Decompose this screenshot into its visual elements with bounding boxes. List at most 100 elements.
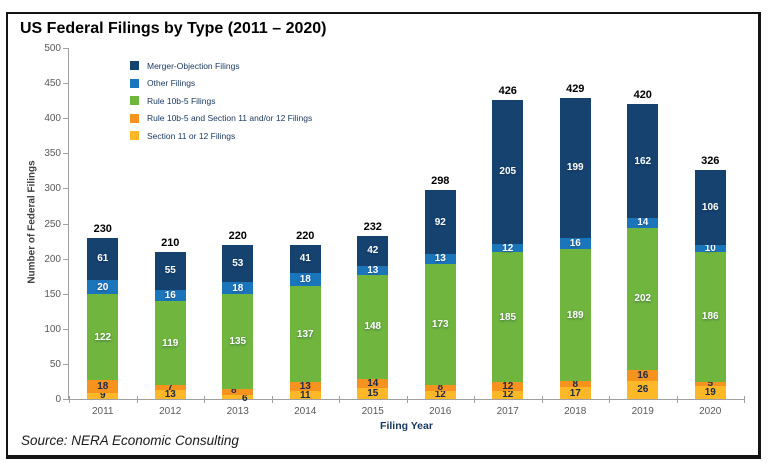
bar-segment bbox=[492, 99, 524, 244]
x-tick bbox=[69, 396, 70, 403]
x-tick bbox=[744, 396, 745, 403]
segment-value-label: 205 bbox=[499, 166, 517, 178]
x-tick bbox=[406, 396, 408, 403]
segment-value-label: 162 bbox=[634, 155, 652, 167]
legend-item: Rule 10b-5 and Section 11 and/or 12 Fili… bbox=[130, 110, 312, 128]
legend-swatch bbox=[130, 78, 139, 88]
legend: Merger-Objection Filings Other Filings Rul… bbox=[130, 57, 312, 145]
bar-total-label: 326 bbox=[701, 155, 720, 168]
bar-segment bbox=[87, 280, 119, 295]
bar-segment bbox=[154, 290, 186, 302]
legend-label: Other Filings bbox=[147, 78, 196, 89]
segment-value-label: 12 bbox=[502, 242, 514, 254]
x-category-label: 2011 bbox=[91, 406, 114, 417]
y-tick-label: 450 bbox=[44, 78, 61, 90]
segment-value-label: 11 bbox=[299, 389, 311, 401]
segment-value-label: 8 bbox=[437, 382, 444, 394]
segment-value-label: 119 bbox=[162, 337, 179, 349]
segment-value-label: 122 bbox=[94, 331, 112, 343]
legend-item: Other Filings bbox=[130, 75, 312, 93]
bar-segment bbox=[559, 237, 591, 249]
bar-segment bbox=[627, 369, 659, 381]
bar-segment bbox=[357, 265, 389, 275]
y-tick-label: 100 bbox=[44, 323, 61, 335]
legend-swatch bbox=[130, 96, 139, 106]
bar-segment bbox=[694, 170, 726, 245]
bar-segment bbox=[289, 391, 321, 399]
x-category-label: 2018 bbox=[564, 406, 587, 417]
x-tick bbox=[676, 396, 678, 403]
bar-segment bbox=[154, 389, 186, 399]
segment-value-label: 106 bbox=[701, 201, 719, 213]
bar-segment bbox=[694, 385, 726, 399]
legend-label: Merger-Objection Filings bbox=[147, 60, 240, 71]
bar-segment bbox=[222, 281, 254, 295]
segment-value-label: 92 bbox=[434, 216, 446, 228]
x-category-label: 2015 bbox=[361, 406, 384, 417]
segment-value-label: 18 bbox=[97, 380, 109, 392]
chart-title: US Federal Filings by Type (2011 – 2020) bbox=[20, 20, 327, 37]
y-tick bbox=[63, 83, 68, 85]
legend-item: Merger-Objection Filings bbox=[130, 57, 312, 75]
x-tick bbox=[541, 396, 543, 403]
segment-value-label: 135 bbox=[229, 336, 247, 348]
bar-segment bbox=[424, 254, 456, 264]
segment-value-label: 16 bbox=[569, 237, 581, 249]
bar-total-label: 426 bbox=[498, 84, 517, 97]
legend-label: Section 11 or 12 Filings bbox=[147, 130, 236, 141]
segment-value-label: 16 bbox=[637, 369, 649, 381]
segment-value-label: 20 bbox=[97, 281, 109, 293]
bar-segment bbox=[289, 244, 321, 274]
segment-value-label: 10 bbox=[704, 242, 716, 254]
bar-segment bbox=[424, 384, 456, 391]
source-note: Source: NERA Economic Consulting bbox=[21, 433, 239, 448]
bar-segment bbox=[559, 381, 591, 388]
segment-value-label: 173 bbox=[431, 318, 449, 330]
segment-value-label: 9 bbox=[99, 390, 106, 402]
bar-total-label: 220 bbox=[296, 229, 315, 242]
x-tick bbox=[136, 396, 138, 403]
segment-value-label: 5 bbox=[707, 378, 714, 390]
bar-segment bbox=[357, 274, 389, 379]
bar-segment bbox=[289, 382, 321, 392]
y-tick bbox=[63, 153, 68, 155]
bar-segment bbox=[222, 389, 254, 395]
bar-segment bbox=[222, 244, 254, 282]
bar-segment bbox=[289, 285, 321, 383]
bar-total-label: 429 bbox=[566, 82, 585, 95]
segment-value-label: 53 bbox=[232, 257, 244, 269]
y-tick-label: 250 bbox=[44, 218, 61, 230]
y-tick bbox=[63, 293, 68, 295]
segment-value-label: 61 bbox=[97, 253, 109, 265]
y-tick-label: 200 bbox=[44, 253, 61, 265]
segment-value-label: 14 bbox=[367, 378, 379, 390]
y-tick bbox=[63, 363, 68, 365]
bar-segment bbox=[87, 294, 119, 381]
legend-swatch bbox=[130, 113, 139, 123]
x-category-label: 2012 bbox=[159, 406, 182, 417]
bar-total-label: 230 bbox=[93, 222, 112, 235]
y-tick-label: 50 bbox=[49, 358, 61, 370]
bar-segment bbox=[154, 384, 186, 390]
bar-segment bbox=[694, 251, 726, 383]
segment-value-label: 12 bbox=[502, 380, 514, 392]
y-tick bbox=[63, 118, 68, 120]
legend-swatch bbox=[130, 131, 139, 141]
segment-value-label: 185 bbox=[499, 311, 517, 323]
y-tick-label: 400 bbox=[44, 113, 61, 125]
segment-value-label: 7 bbox=[167, 381, 174, 393]
bar-segment bbox=[424, 263, 456, 385]
bar-total-label: 210 bbox=[161, 236, 180, 249]
bar-segment bbox=[424, 390, 456, 399]
segment-value-label: 12 bbox=[502, 389, 514, 401]
segment-value-label: 189 bbox=[566, 309, 584, 321]
x-category-label: 2020 bbox=[699, 406, 722, 417]
y-tick bbox=[63, 223, 68, 225]
segment-value-label: 199 bbox=[566, 162, 584, 174]
bar-segment bbox=[357, 388, 389, 399]
segment-value-label: 12 bbox=[434, 389, 446, 401]
segment-value-label: 42 bbox=[367, 245, 379, 257]
legend-label: Rule 10b-5 Filings bbox=[147, 95, 216, 106]
bar-segment bbox=[627, 380, 659, 399]
bar-segment bbox=[289, 273, 321, 286]
